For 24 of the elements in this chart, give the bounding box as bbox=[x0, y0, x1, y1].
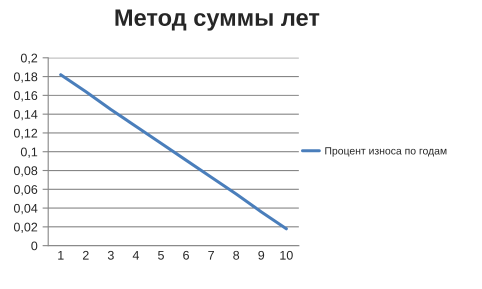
y-tick-label: 0 bbox=[31, 241, 38, 250]
x-tick-label: 2 bbox=[82, 250, 89, 260]
x-tick-label: 3 bbox=[108, 250, 114, 260]
y-tick-label: 0,1 bbox=[20, 148, 38, 158]
x-tick-label: 7 bbox=[208, 250, 214, 260]
x-tick-label: 4 bbox=[132, 250, 140, 260]
line-series bbox=[59, 73, 288, 230]
y-tick-label: 0,04 bbox=[14, 204, 38, 214]
x-tick-label: 9 bbox=[258, 250, 264, 260]
y-tick-label: 0,16 bbox=[14, 91, 38, 102]
x-tick-label: 8 bbox=[233, 250, 240, 260]
chart-title: Метод суммы лет bbox=[115, 10, 320, 31]
x-tick-label: 10 bbox=[280, 250, 293, 260]
x-tick-label: 6 bbox=[183, 250, 189, 260]
y-tick-label: 0,08 bbox=[14, 166, 38, 177]
x-tick-label: 5 bbox=[158, 250, 164, 260]
y-tick-label: 0,06 bbox=[14, 185, 38, 196]
x-tick-label: 1 bbox=[58, 250, 64, 260]
y-tick-label: 0,18 bbox=[14, 72, 38, 83]
y-tick-label: 0,02 bbox=[14, 222, 38, 233]
legend-label: Процент износа по годам bbox=[325, 147, 446, 157]
y-tick-label: 0,12 bbox=[14, 128, 38, 140]
y-tick-label: 0,14 bbox=[14, 110, 38, 120]
y-tick-label: 0,2 bbox=[20, 54, 38, 64]
